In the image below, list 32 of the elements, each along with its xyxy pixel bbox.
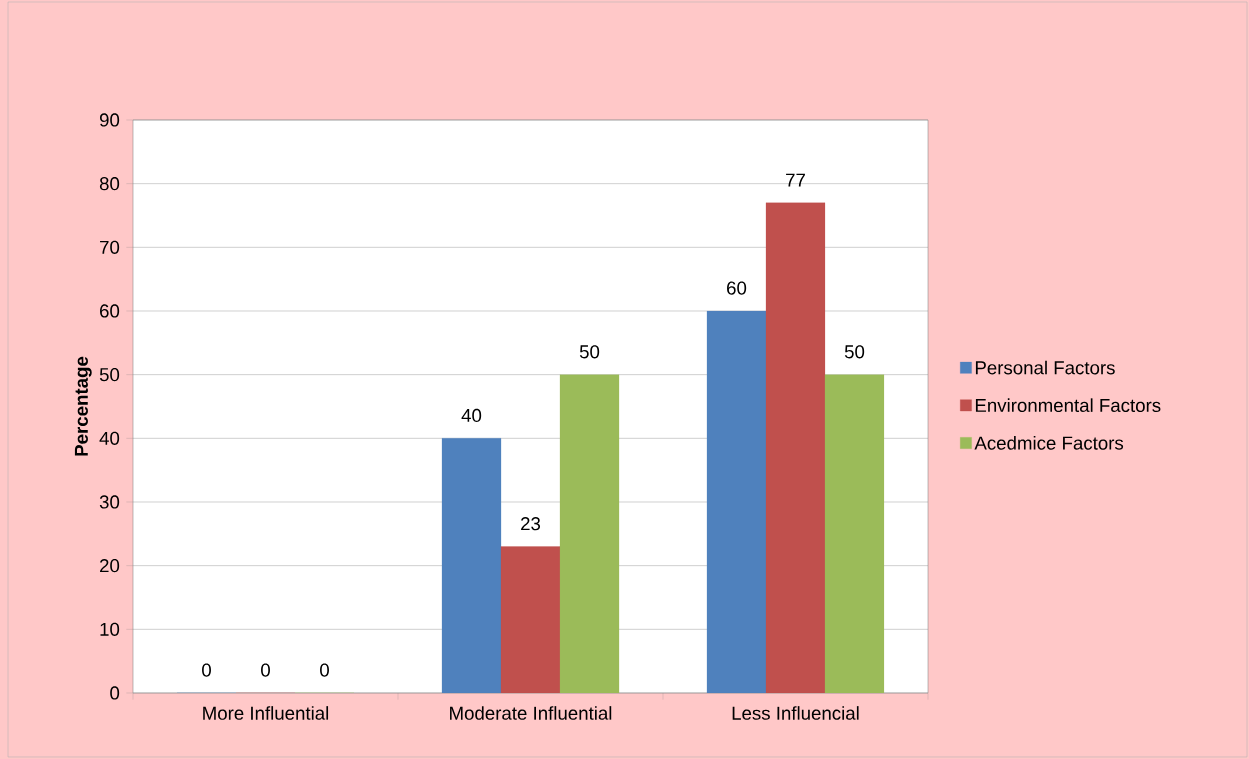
data-label: 77 [786, 173, 805, 187]
bar [765, 202, 826, 693]
y-tick-label: 0 [110, 686, 120, 700]
data-label: 0 [261, 663, 270, 677]
data-label: 0 [320, 663, 329, 677]
y-tick-label: 60 [100, 304, 120, 318]
y-tick-label: 70 [100, 240, 120, 254]
bar [706, 310, 767, 693]
data-label: 23 [521, 517, 541, 531]
data-label: 50 [844, 345, 865, 359]
y-tick-label: 80 [99, 177, 120, 191]
data-label: 60 [727, 281, 747, 295]
y-tick-label: 30 [99, 495, 120, 509]
bar [500, 546, 561, 693]
x-tick-label: Less Influencial [732, 706, 859, 720]
data-label: 40 [461, 408, 482, 423]
y-axis-title: Percentage [74, 356, 92, 456]
legend-label: Acedmice Factors [974, 435, 1124, 450]
y-tick-label: 90 [99, 113, 120, 127]
x-tick-label: More Influential [203, 706, 329, 720]
y-tick-label: 20 [100, 559, 120, 573]
x-tick-label: Moderate Influential [450, 706, 612, 720]
data-label: 0 [202, 663, 211, 677]
legend-label: Personal Factors [975, 360, 1115, 375]
y-tick-label: 50 [99, 368, 120, 382]
data-label: 50 [579, 345, 600, 359]
bar [559, 374, 620, 693]
bar [441, 438, 502, 693]
y-tick-label: 40 [99, 431, 120, 445]
y-tick-label: 10 [100, 622, 120, 636]
bar [824, 374, 885, 693]
legend-label: Environmental Factors [975, 398, 1161, 413]
